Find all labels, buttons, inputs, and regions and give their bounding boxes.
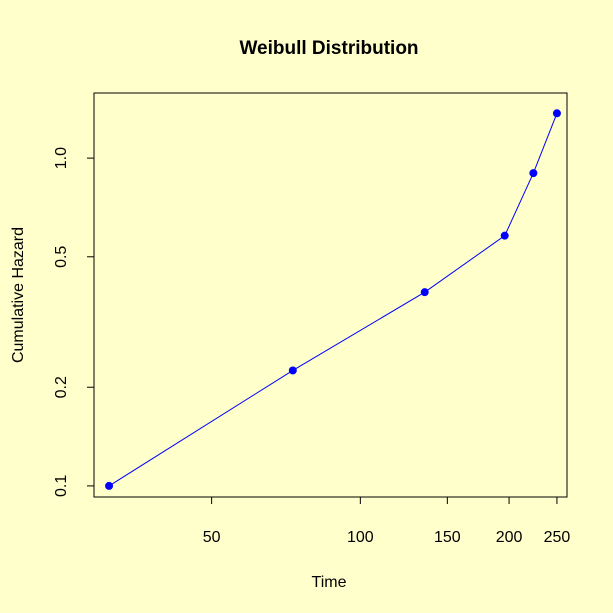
x-axis-label: Time: [312, 574, 347, 591]
data-point: [105, 481, 114, 490]
series-line: [108, 113, 558, 487]
plot-area-frame: [93, 92, 568, 498]
y-tick-label: 1.0: [53, 147, 70, 169]
data-point: [552, 109, 561, 118]
data-point: [420, 288, 429, 297]
y-axis-label: Cumulative Hazard: [10, 227, 27, 363]
x-tick-label: 200: [496, 529, 523, 546]
x-axis: 50 100 150 200 250: [203, 496, 571, 546]
x-tick-label: 150: [434, 529, 461, 546]
y-axis: 0.1 0.2 0.5 1.0: [53, 147, 95, 497]
data-point: [288, 366, 297, 375]
y-tick-label: 0.2: [53, 376, 70, 398]
series-layer: [105, 109, 561, 490]
data-point: [529, 169, 538, 178]
data-point: [500, 231, 509, 240]
x-tick-label: 100: [347, 529, 374, 546]
chart-title: Weibull Distribution: [239, 38, 418, 59]
x-tick-label: 250: [544, 529, 571, 546]
y-tick-label: 0.1: [53, 475, 70, 497]
y-tick-label: 0.5: [53, 246, 70, 268]
x-tick-label: 50: [203, 529, 221, 546]
